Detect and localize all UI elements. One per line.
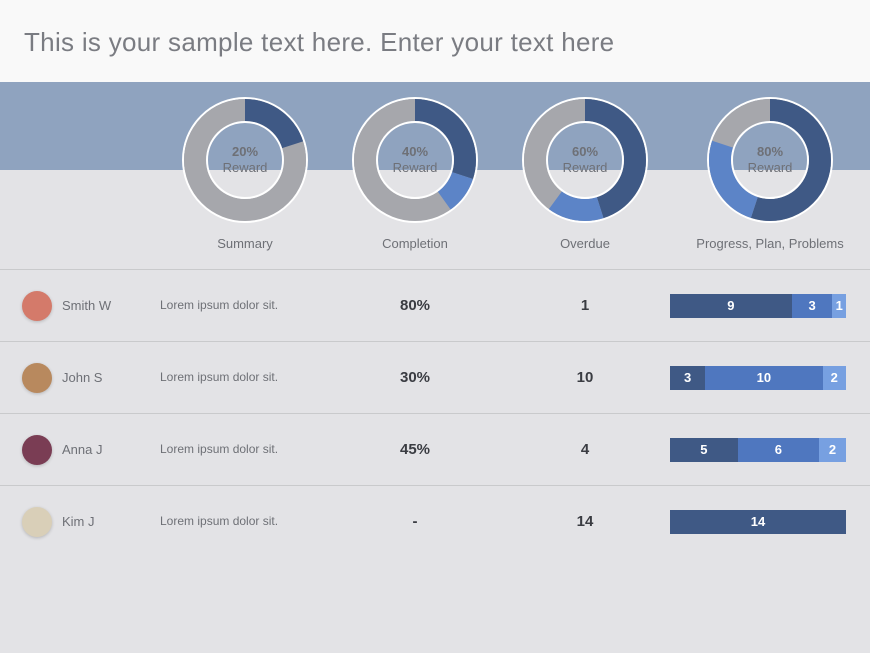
summary-cell: Lorem ipsum dolor sit. bbox=[160, 297, 330, 313]
stacked-bar: 14 bbox=[670, 510, 846, 534]
person-cell: Smith W bbox=[0, 291, 160, 321]
person-cell: John S bbox=[0, 363, 160, 393]
stacked-bar-cell: 14 bbox=[670, 510, 870, 534]
bar-segment: 6 bbox=[738, 438, 819, 462]
donut-chart-40: 40%Reward bbox=[352, 97, 478, 223]
bar-segment: 3 bbox=[792, 294, 833, 318]
stacked-bar: 931 bbox=[670, 294, 846, 318]
person-cell: Anna J bbox=[0, 435, 160, 465]
person-cell: Kim J bbox=[0, 507, 160, 537]
overdue-cell: 14 bbox=[500, 513, 670, 530]
title-bar: This is your sample text here. Enter you… bbox=[0, 0, 870, 82]
person-name: Smith W bbox=[62, 298, 111, 313]
stacked-bar-cell: 3102 bbox=[670, 366, 870, 390]
table-row: Kim JLorem ipsum dolor sit.-1414 bbox=[0, 485, 870, 557]
bar-segment: 2 bbox=[819, 438, 846, 462]
person-name: John S bbox=[62, 370, 102, 385]
donut-center-label: 80%Reward bbox=[707, 97, 833, 223]
donut-chart-20: 20%Reward bbox=[182, 97, 308, 223]
avatar bbox=[22, 507, 52, 537]
bar-segment: 3 bbox=[670, 366, 705, 390]
bar-segment: 2 bbox=[823, 366, 846, 390]
completion-cell: 80% bbox=[330, 297, 500, 314]
table-row: Anna J Lorem ipsum dolor sit.45%4562 bbox=[0, 413, 870, 485]
overdue-cell: 4 bbox=[500, 441, 670, 458]
donut-center-label: 60%Reward bbox=[522, 97, 648, 223]
donut-chart-80: 80%Reward bbox=[707, 97, 833, 223]
summary-cell: Lorem ipsum dolor sit. bbox=[160, 369, 330, 385]
completion-cell: 30% bbox=[330, 369, 500, 386]
stacked-bar: 3102 bbox=[670, 366, 846, 390]
completion-cell: - bbox=[330, 513, 500, 530]
col-summary: Summary bbox=[160, 236, 330, 251]
donut-chart-60: 60%Reward bbox=[522, 97, 648, 223]
stacked-bar: 562 bbox=[670, 438, 846, 462]
page-title: This is your sample text here. Enter you… bbox=[24, 27, 614, 58]
col-ppp: Progress, Plan, Problems bbox=[670, 236, 870, 251]
avatar bbox=[22, 363, 52, 393]
bar-segment: 5 bbox=[670, 438, 738, 462]
completion-cell: 45% bbox=[330, 441, 500, 458]
bar-segment: 10 bbox=[705, 366, 822, 390]
col-completion: Completion bbox=[330, 236, 500, 251]
bar-segment: 1 bbox=[832, 294, 846, 318]
table-row: Smith WLorem ipsum dolor sit.80%1931 bbox=[0, 269, 870, 341]
avatar bbox=[22, 435, 52, 465]
overdue-cell: 1 bbox=[500, 297, 670, 314]
donut-center-label: 40%Reward bbox=[352, 97, 478, 223]
summary-cell: Lorem ipsum dolor sit. bbox=[160, 513, 330, 529]
donut-row: 20%Reward 40%Reward 60%Reward 80%Reward bbox=[0, 90, 870, 230]
col-overdue: Overdue bbox=[500, 236, 670, 251]
bar-segment: 14 bbox=[670, 510, 846, 534]
data-rows: Smith WLorem ipsum dolor sit.80%1931John… bbox=[0, 269, 870, 557]
avatar bbox=[22, 291, 52, 321]
table-row: John SLorem ipsum dolor sit.30%103102 bbox=[0, 341, 870, 413]
stacked-bar-cell: 931 bbox=[670, 294, 870, 318]
bar-segment: 9 bbox=[670, 294, 792, 318]
summary-cell: Lorem ipsum dolor sit. bbox=[160, 441, 330, 457]
overdue-cell: 10 bbox=[500, 369, 670, 386]
stacked-bar-cell: 562 bbox=[670, 438, 870, 462]
donut-center-label: 20%Reward bbox=[182, 97, 308, 223]
person-name: Anna J bbox=[62, 442, 102, 457]
person-name: Kim J bbox=[62, 514, 95, 529]
